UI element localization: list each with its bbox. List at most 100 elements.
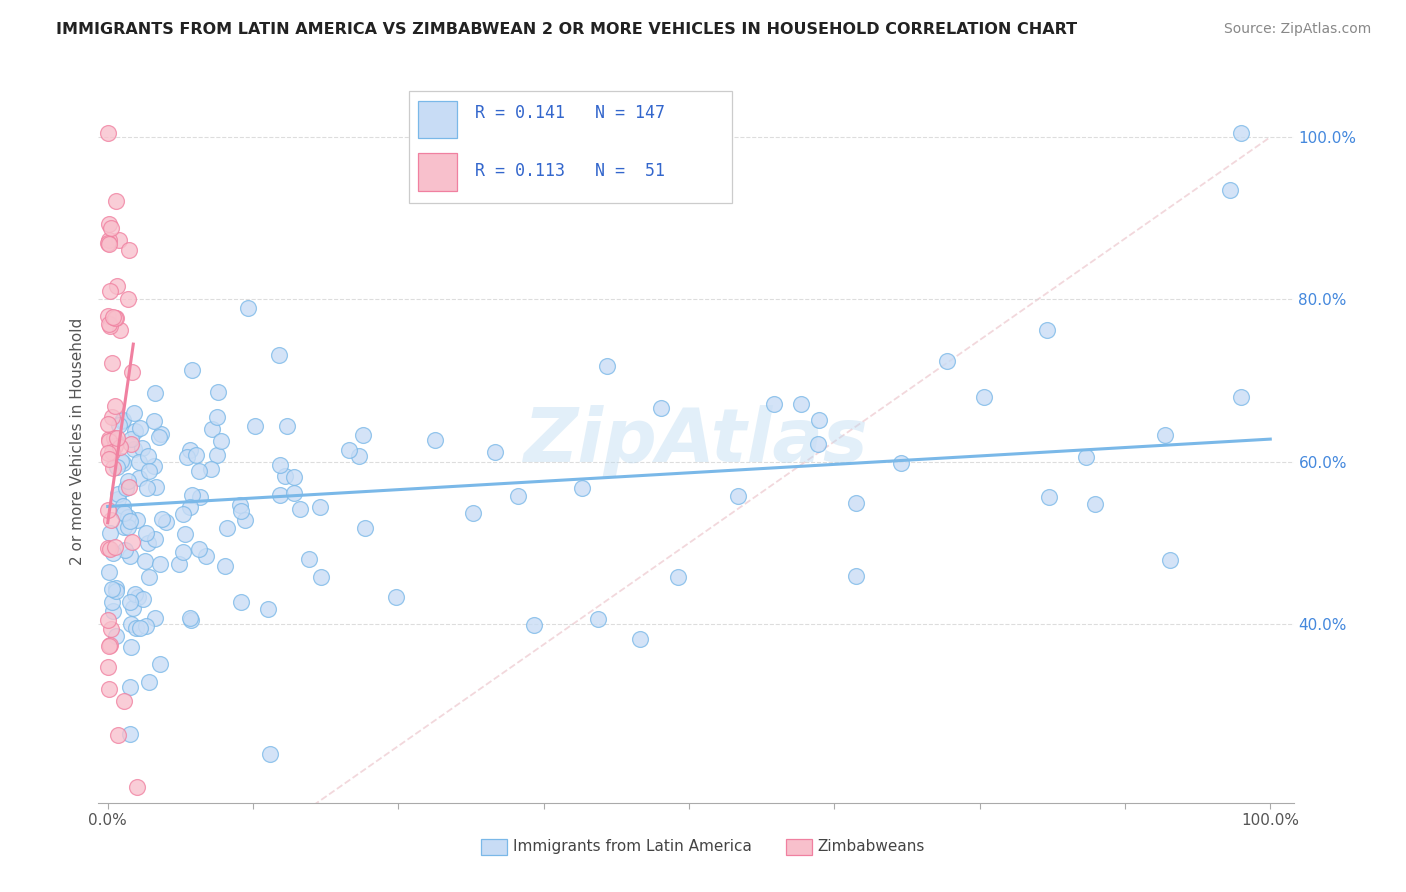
Point (136, 536, 159, 550)
Point (97, 126, 120, 140)
Point (97, 434, 120, 448)
Point (666, 570, 689, 584)
Point (187, 463, 209, 477)
Point (1159, 553, 1181, 567)
Point (128, 455, 150, 469)
Point (143, 611, 166, 625)
Point (104, 629, 127, 643)
Text: IMMIGRANTS FROM LATIN AMERICA VS ZIMBABWEAN 2 OR MORE VEHICLES IN HOUSEHOLD CORR: IMMIGRANTS FROM LATIN AMERICA VS ZIMBABW… (56, 22, 1077, 37)
Point (117, 243, 139, 257)
Point (352, 428, 374, 442)
Point (97, 217, 120, 231)
FancyBboxPatch shape (418, 153, 457, 191)
Point (228, 498, 250, 512)
Point (97, 640, 120, 654)
Text: ZipAtlas: ZipAtlas (523, 405, 869, 478)
Point (290, 502, 312, 516)
Point (97, 660, 120, 674)
Point (1076, 450, 1098, 464)
Point (194, 549, 217, 563)
Point (149, 427, 172, 442)
Point (112, 519, 135, 533)
Point (124, 587, 146, 601)
Point (186, 448, 208, 462)
Point (138, 464, 160, 478)
Point (214, 558, 236, 573)
Point (274, 468, 297, 483)
Point (101, 460, 124, 475)
Point (120, 515, 142, 529)
Point (134, 554, 156, 568)
Point (100, 284, 122, 298)
Point (97, 502, 120, 516)
Point (101, 604, 124, 618)
Y-axis label: 2 or more Vehicles in Household: 2 or more Vehicles in Household (69, 318, 84, 566)
Point (180, 613, 202, 627)
Point (179, 611, 201, 625)
Point (205, 448, 228, 462)
Point (101, 356, 124, 370)
Point (105, 459, 128, 474)
Point (117, 474, 139, 488)
Point (172, 508, 194, 522)
Point (98, 525, 121, 540)
Point (128, 471, 150, 485)
Point (425, 434, 447, 448)
Point (118, 480, 141, 494)
Point (269, 348, 291, 362)
Point (100, 623, 122, 637)
Point (179, 500, 201, 515)
Point (132, 591, 155, 606)
Point (108, 233, 131, 247)
Point (727, 489, 749, 503)
Point (245, 418, 267, 433)
Point (207, 410, 229, 425)
Point (596, 359, 619, 373)
Point (98, 639, 121, 653)
Point (1035, 323, 1057, 337)
Point (97, 451, 120, 466)
Text: R = 0.113   N =  51: R = 0.113 N = 51 (475, 161, 665, 179)
Point (97, 309, 120, 323)
Point (103, 431, 125, 445)
Point (98, 682, 121, 697)
Point (935, 354, 957, 368)
Point (1219, 183, 1241, 197)
Point (120, 616, 142, 631)
Point (98, 542, 121, 557)
Point (112, 506, 135, 520)
Point (308, 500, 330, 514)
Point (1230, 126, 1253, 140)
Point (125, 621, 148, 635)
Point (100, 594, 122, 608)
Point (173, 527, 195, 541)
Point (136, 449, 159, 463)
Point (179, 443, 201, 458)
Point (207, 385, 229, 400)
Point (845, 569, 868, 583)
Point (97, 417, 120, 431)
Point (135, 526, 157, 541)
Point (105, 431, 128, 445)
Point (118, 680, 141, 694)
Point (104, 439, 127, 453)
Point (107, 492, 129, 507)
Point (217, 520, 239, 534)
Point (135, 481, 157, 495)
Point (125, 780, 148, 794)
Point (238, 301, 260, 315)
FancyBboxPatch shape (481, 838, 508, 855)
FancyBboxPatch shape (418, 101, 457, 138)
Point (105, 194, 128, 208)
Point (337, 442, 360, 457)
Point (120, 727, 142, 741)
Point (845, 496, 868, 510)
Point (128, 421, 150, 435)
Point (135, 619, 157, 633)
Point (890, 456, 912, 470)
Point (120, 640, 142, 654)
Point (1038, 490, 1060, 504)
Point (107, 487, 129, 501)
Point (118, 549, 141, 564)
Point (149, 557, 172, 571)
